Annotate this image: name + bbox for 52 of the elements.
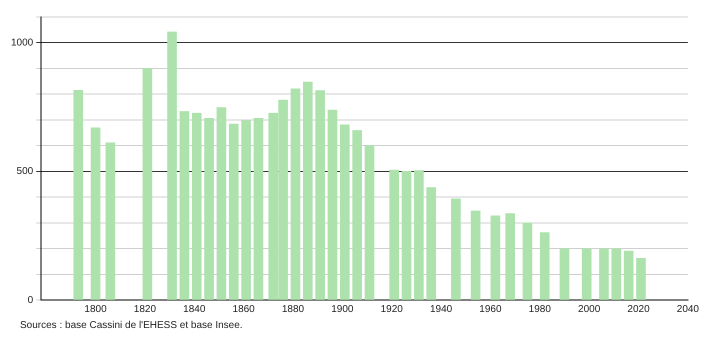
y-tick-label: 0: [28, 294, 34, 306]
bar: [216, 107, 226, 300]
bar: [192, 112, 202, 300]
bar: [73, 90, 84, 300]
bar: [599, 248, 609, 300]
bar: [364, 145, 374, 300]
bar: [290, 88, 300, 300]
bar: [560, 248, 570, 300]
source-note: Sources : base Cassini de l'EHESS et base Insee.: [20, 320, 243, 331]
bar: [490, 216, 500, 300]
bar: [340, 124, 350, 300]
bar: [624, 250, 634, 300]
bar: [204, 118, 214, 300]
bar: [352, 130, 362, 300]
x-tick-label: 1940: [430, 304, 453, 315]
bar: [540, 232, 550, 300]
x-tick-label: 2000: [578, 304, 601, 315]
bar: [582, 248, 592, 300]
bar: [402, 171, 412, 300]
x-tick-label: 1860: [232, 304, 256, 315]
bar: [328, 110, 338, 300]
bar: [451, 198, 461, 300]
bar: [522, 222, 532, 300]
bar: [90, 128, 100, 300]
bar: [228, 124, 239, 300]
bar: [254, 118, 264, 300]
x-tick-label: 2020: [627, 304, 650, 315]
bar: [389, 170, 400, 300]
bar: [636, 258, 646, 300]
bar: [106, 142, 116, 300]
bar: [414, 170, 424, 300]
x-tick-label: 1900: [331, 304, 354, 315]
x-tick-label: 1980: [528, 304, 552, 315]
bar: [315, 90, 325, 300]
x-tick-label: 2040: [676, 304, 700, 315]
bar: [241, 120, 251, 300]
x-tick-label: 1820: [134, 304, 156, 315]
bar: [470, 210, 480, 300]
bar: [180, 111, 190, 300]
bar: [611, 248, 622, 300]
bar: [505, 213, 516, 300]
x-tick-label: 1960: [479, 304, 502, 315]
x-tick-label: 1840: [183, 304, 206, 315]
x-tick-label: 1920: [380, 304, 404, 315]
bar: [167, 32, 177, 300]
bar: [426, 187, 436, 300]
x-tick-label: 1880: [282, 304, 305, 315]
bar: [302, 82, 313, 300]
x-tick-label: 1800: [84, 304, 108, 315]
y-tick-label: 500: [16, 166, 34, 178]
bar: [142, 68, 152, 300]
y-tick-label: 1000: [10, 37, 34, 48]
